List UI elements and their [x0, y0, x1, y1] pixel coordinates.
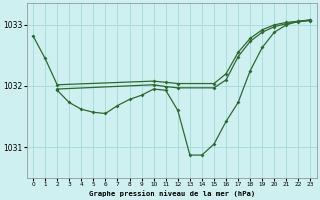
X-axis label: Graphe pression niveau de la mer (hPa): Graphe pression niveau de la mer (hPa) — [89, 190, 255, 197]
